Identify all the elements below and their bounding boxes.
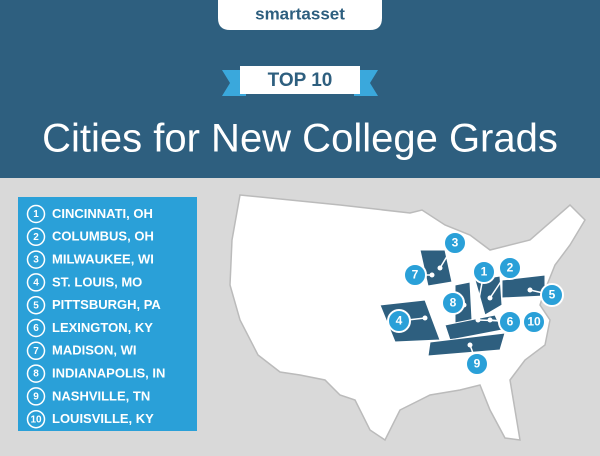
marker-circle <box>522 310 546 334</box>
city-name: MILWAUKEE, WI <box>52 252 154 267</box>
city-dot <box>475 317 481 323</box>
marker-circle <box>498 256 522 280</box>
map-markers: 1 2 3 4 5 6 7 8 9 10 <box>387 231 564 376</box>
marker-circle <box>387 309 411 333</box>
rank-circle <box>26 409 46 429</box>
city-name: MADISON, WI <box>52 343 137 358</box>
city-name: CINCINNATI, OH <box>52 206 153 221</box>
city-dot <box>474 307 480 313</box>
banner-text: TOP 10 <box>268 70 333 91</box>
rank-number: 10 <box>30 414 42 425</box>
rank-number: 1 <box>33 209 39 220</box>
city-dot <box>487 295 493 301</box>
marker-number: 9 <box>474 357 481 371</box>
rank-circle <box>26 364 46 383</box>
city-dot <box>422 315 428 321</box>
marker-number: 5 <box>549 288 556 302</box>
city-dot <box>527 287 533 293</box>
city-name: COLUMBUS, OH <box>52 229 154 244</box>
marker-number: 4 <box>396 314 403 328</box>
marker-number: 6 <box>507 315 514 329</box>
city-dot <box>429 272 435 278</box>
marker-number: 7 <box>412 268 419 282</box>
marker-circle <box>443 231 467 255</box>
marker-circle <box>465 352 489 376</box>
state-tn <box>427 332 506 357</box>
marker-number: 10 <box>527 315 541 329</box>
banner-box <box>240 66 360 94</box>
marker-number: 2 <box>507 261 514 275</box>
rank-circle <box>26 318 46 338</box>
list-box <box>18 197 197 431</box>
rank-circle <box>26 250 46 269</box>
marker-number: 1 <box>481 265 488 279</box>
rank-circle <box>26 341 46 361</box>
marker-circle <box>403 263 427 287</box>
logo-tab <box>218 0 382 30</box>
rank-circle <box>26 295 46 315</box>
rank-number: 7 <box>33 346 39 357</box>
rank-circle <box>26 387 46 406</box>
rank-number: 8 <box>33 369 39 380</box>
title: Cities for New College Grads <box>42 117 558 161</box>
marker-circle <box>441 291 465 315</box>
brand-logo: smartasset <box>255 4 345 23</box>
city-name: NASHVILLE, TN <box>52 388 150 403</box>
rank-number: 6 <box>33 323 39 334</box>
rank-circle <box>26 273 46 292</box>
rank-number: 5 <box>33 300 39 311</box>
city-name: ST. LOUIS, MO <box>52 274 142 289</box>
rank-number: 2 <box>33 232 39 243</box>
city-dot <box>437 265 443 271</box>
marker-circle <box>472 260 496 284</box>
city-list: 1 CINCINNATI, OH 2 COLUMBUS, OH 3 MILWAUKEE, … <box>26 204 165 429</box>
marker-number: 3 <box>452 236 459 250</box>
city-name: LOUISVILLE, KY <box>52 411 154 426</box>
city-name: INDIANAPOLIS, IN <box>52 366 165 381</box>
city-name: LEXINGTON, KY <box>52 320 153 335</box>
city-dot <box>467 342 473 348</box>
rank-circle <box>26 204 46 224</box>
marker-circle <box>498 310 522 334</box>
marker-number: 8 <box>450 296 457 310</box>
rank-circle <box>26 227 46 247</box>
city-name: PITTSBURGH, PA <box>52 297 161 312</box>
marker-circle <box>540 283 564 307</box>
rank-number: 9 <box>33 392 39 403</box>
rank-number: 3 <box>33 255 39 266</box>
rank-number: 4 <box>33 278 39 289</box>
